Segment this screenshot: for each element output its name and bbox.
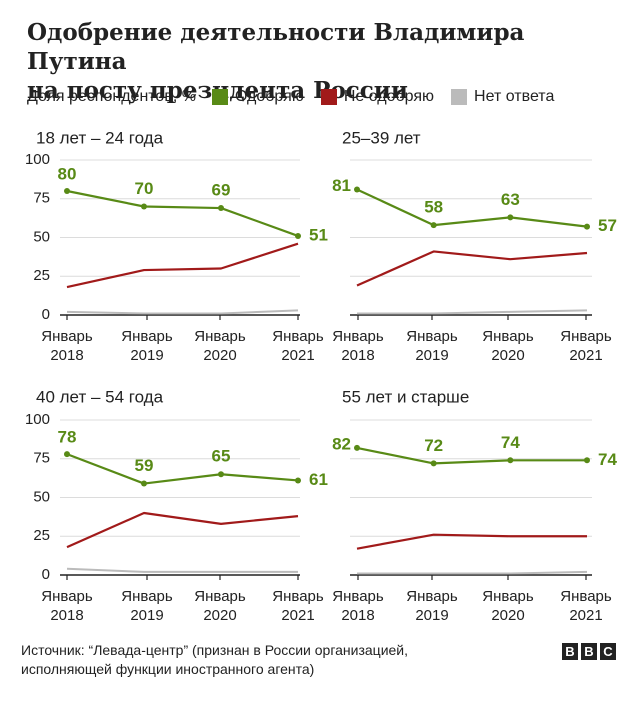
panel4-xtick-label-0: Январь 2018 [332,588,384,624]
panel4-title: 55 лет и старше [342,387,469,406]
panel1-ytick-label-25: 25 [33,267,50,284]
legend-label-approve: Одобряю [234,88,304,105]
panel2-line-disapprove [356,250,588,287]
panel3-data-label-approve-3: 61 [309,470,328,489]
panel4-line-approve [356,446,587,465]
panel1-marker-approve-1 [141,203,147,210]
panel3-marker-approve-3 [295,477,301,484]
legend: Доля респондентов, % Одобряю Не одобряю … [27,86,571,108]
panel1-ytick-label-100: 100 [25,151,50,168]
panel1-data-label-approve-3: 51 [309,225,328,244]
panel2-xtick-label-0: Январь 2018 [332,328,384,364]
legend-item-disapprove: Не одобряю [320,88,435,106]
panel1-xtick-label-3: Январь 2021 [272,328,324,364]
source-line-2: исполняющей функции иностранного агента) [21,661,315,677]
source-note: Источник: “Левада-центр” (признан в Росс… [21,641,541,679]
panel4-xtick-label-2: Январь 2020 [482,588,534,624]
panel2-marker-approve-1 [430,222,437,229]
panel1-marker-approve-3 [295,232,301,239]
legend-item-approve: Одобряю [211,88,304,106]
legend-lead: Доля респондентов, % [27,88,196,105]
panel2-title: 25–39 лет [342,128,421,147]
panel1-line-disapprove [66,242,299,289]
panel3-line-approve [66,453,299,485]
legend-label-disapprove: Не одобряю [343,88,435,105]
panel4-data-label-approve-0: 82 [332,434,351,453]
panel1-ytick-label-75: 75 [33,190,50,207]
panel3-data-label-approve-1: 59 [135,456,154,475]
chart-title: Одобрение деятельности Владимира Путина … [27,18,627,105]
panel4-data-label-approve-3: 74 [598,450,617,469]
panel4-marker-approve-1 [430,460,437,467]
panel3-line-disapprove [66,511,299,549]
panel3-xtick-label-3: Январь 2021 [272,588,324,624]
panel2-xtick-label-1: Январь 2019 [406,328,458,364]
panel3-xtick-label-1: Январь 2019 [121,588,173,624]
panel1-line-no-answer [66,309,299,315]
legend-item-no-answer: Нет ответа [451,88,554,106]
panel4-marker-approve-3 [584,457,590,464]
panel4-line-no-answer [357,570,588,575]
title-line-1: Одобрение деятельности Владимира Путина [27,19,525,75]
panel4-marker-approve-2 [507,457,514,464]
panel2-line-no-answer [357,309,588,315]
bbc-logo-block-3: C [600,643,616,660]
panel3-marker-approve-1 [141,480,147,487]
legend-swatch-approve [211,89,228,105]
panel4-xtick-label-3: Январь 2021 [560,588,612,624]
legend-label-no-answer: Нет ответа [474,88,555,105]
panel1-xtick-label-1: Январь 2019 [121,328,173,364]
panel2-data-label-approve-2: 63 [501,190,520,209]
panel2-marker-approve-2 [507,214,514,221]
panel1-xtick-label-2: Январь 2020 [194,328,246,364]
panel3-line-no-answer [66,567,298,573]
panel1-data-label-approve-2: 69 [212,181,231,200]
panel1-data-label-approve-1: 70 [135,179,154,198]
panel3-ytick-label-100: 100 [25,411,50,428]
panel2-line-approve [356,188,588,228]
panel3-marker-approve-0 [64,451,70,458]
panel2-data-label-approve-3: 57 [598,216,617,235]
panel4-data-label-approve-1: 72 [424,436,443,455]
panel1-title: 18 лет – 24 года [36,128,164,147]
bbc-logo-block-1: B [562,643,578,660]
panel3-ytick-label-75: 75 [33,450,50,467]
panel3-title: 40 лет – 54 года [36,387,164,406]
legend-swatch-no-answer [451,89,468,105]
panel3-marker-approve-2 [218,471,224,478]
panel3-data-label-approve-2: 65 [212,447,231,466]
panel4-data-label-approve-2: 74 [501,433,520,452]
panel4-line-disapprove [356,533,587,550]
panel2-marker-approve-0 [354,186,360,193]
panel2-data-label-approve-0: 81 [332,176,351,195]
panel3-data-label-approve-0: 78 [58,428,77,447]
panel3-xtick-label-2: Январь 2020 [194,588,246,624]
panel1-marker-approve-0 [64,188,70,194]
panel2-marker-approve-3 [584,223,590,230]
panel3-ytick-label-0: 0 [42,566,50,583]
panel1-data-label-approve-0: 80 [58,164,77,183]
bbc-logo: B B C [559,643,616,660]
panel3-xtick-label-0: Январь 2018 [41,588,93,624]
panel1-xtick-label-0: Январь 2018 [41,328,93,364]
panel1-ytick-label-0: 0 [42,306,50,323]
panel2-data-label-approve-1: 58 [424,198,443,217]
bbc-logo-block-2: B [581,643,597,660]
panel1-marker-approve-2 [218,205,224,212]
panel2-xtick-label-3: Январь 2021 [560,328,612,364]
panel1-ytick-label-50: 50 [33,228,50,245]
source-line-1: Источник: “Левада-центр” (признан в Росс… [21,642,409,658]
panel3-ytick-label-50: 50 [33,488,50,505]
panel4-marker-approve-0 [354,444,360,451]
legend-swatch-disapprove [320,89,337,105]
panel4-xtick-label-1: Январь 2019 [406,588,458,624]
panel1-line-approve [66,189,299,237]
panel2-xtick-label-2: Январь 2020 [482,328,534,364]
panel3-ytick-label-25: 25 [33,527,50,544]
